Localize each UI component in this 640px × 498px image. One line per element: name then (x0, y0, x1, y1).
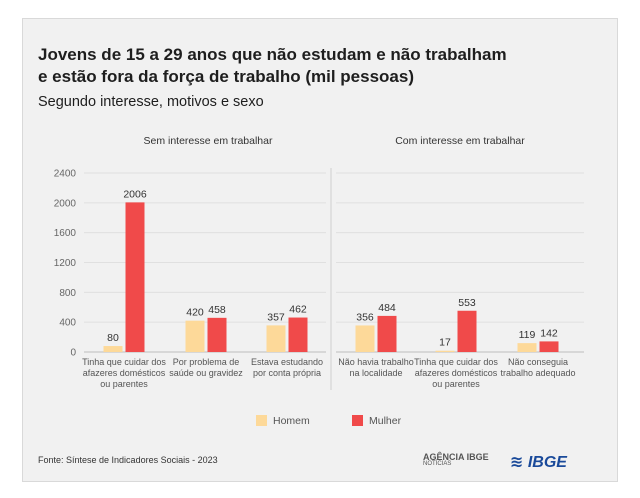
legend-label-mulher: Mulher (369, 415, 402, 427)
y-tick-label: 1200 (54, 258, 77, 269)
chart-subtitle: Segundo interesse, motivos e sexo (38, 94, 264, 110)
category-label: Não havia trabalho (338, 357, 414, 367)
category-label: ou parentes (100, 379, 148, 389)
category-label: por conta própria (253, 368, 321, 378)
y-tick-label: 0 (70, 348, 76, 359)
bar-homem (355, 325, 375, 352)
bar-value-label: 142 (540, 327, 558, 339)
category-label: trabalho adequado (500, 368, 575, 378)
category-label: na localidade (349, 368, 402, 378)
agencia-logo-text: AGÊNCIA IBGE (423, 452, 489, 462)
bar-mulher (125, 202, 145, 352)
agencia-ibge-logo: AGÊNCIA IBGE NOTÍCIAS (423, 452, 489, 467)
category-label: Tinha que cuidar dos (414, 357, 498, 367)
agencia-logo-subtext: NOTÍCIAS (423, 461, 452, 467)
title-line-2: e estão fora da força de trabalho (mil p… (38, 67, 415, 86)
ibge-logo-text: IBGE (527, 454, 567, 471)
panel-title-com-interesse: Com interesse em trabalhar (395, 135, 525, 147)
bar-value-label: 462 (289, 304, 307, 316)
bar-value-label: 119 (519, 329, 536, 341)
bar-value-label: 17 (439, 337, 451, 349)
bar-value-label: 484 (378, 302, 396, 314)
category-label: saúde ou gravidez (169, 368, 243, 378)
category-label: Não conseguia (508, 357, 568, 367)
legend-label-homem: Homem (273, 415, 310, 427)
bar-mulher (457, 310, 477, 352)
panel-title-sem-interesse: Sem interesse em trabalhar (143, 135, 273, 147)
y-tick-label: 800 (59, 288, 76, 299)
category-label: afazeres domésticos (415, 368, 498, 378)
y-tick-label: 2000 (54, 198, 77, 209)
bar-value-label: 553 (458, 297, 476, 309)
bar-mulher (207, 317, 227, 352)
bar-mulher (288, 317, 308, 352)
bar-value-label: 356 (356, 311, 374, 323)
bar-value-label: 80 (107, 332, 119, 344)
bar-mulher (377, 315, 397, 352)
ibge-logo: ≋ IBGE (510, 452, 567, 472)
legend-swatch-mulher (352, 415, 363, 426)
bar-value-label: 2006 (123, 188, 147, 200)
title-line-1: Jovens de 15 a 29 anos que não estudam e… (38, 45, 507, 64)
chart-title: Jovens de 15 a 29 anos que não estudam e… (38, 44, 598, 88)
bar-homem (266, 325, 286, 352)
legend-swatch-homem (256, 415, 267, 426)
bar-homem (185, 320, 205, 352)
source-note: Fonte: Síntese de Indicadores Sociais - … (38, 455, 218, 465)
bar-value-label: 357 (267, 311, 285, 323)
bar-value-label: 458 (208, 304, 226, 316)
ibge-logo-icon: ≋ (510, 454, 524, 471)
category-label: Tinha que cuidar dos (82, 357, 166, 367)
bar-homem (435, 350, 455, 352)
category-label: afazeres domésticos (83, 368, 166, 378)
bar-value-label: 420 (186, 307, 204, 319)
bar-homem (103, 346, 123, 352)
category-label: Estava estudando (251, 357, 323, 367)
category-label: ou parentes (432, 379, 480, 389)
bar-homem (517, 343, 537, 352)
chart-card (22, 18, 618, 482)
y-tick-label: 400 (59, 318, 76, 329)
category-label: Por problema de (173, 357, 240, 367)
y-tick-label: 2400 (54, 169, 77, 180)
bar-mulher (539, 341, 559, 352)
y-tick-label: 1600 (54, 228, 77, 239)
